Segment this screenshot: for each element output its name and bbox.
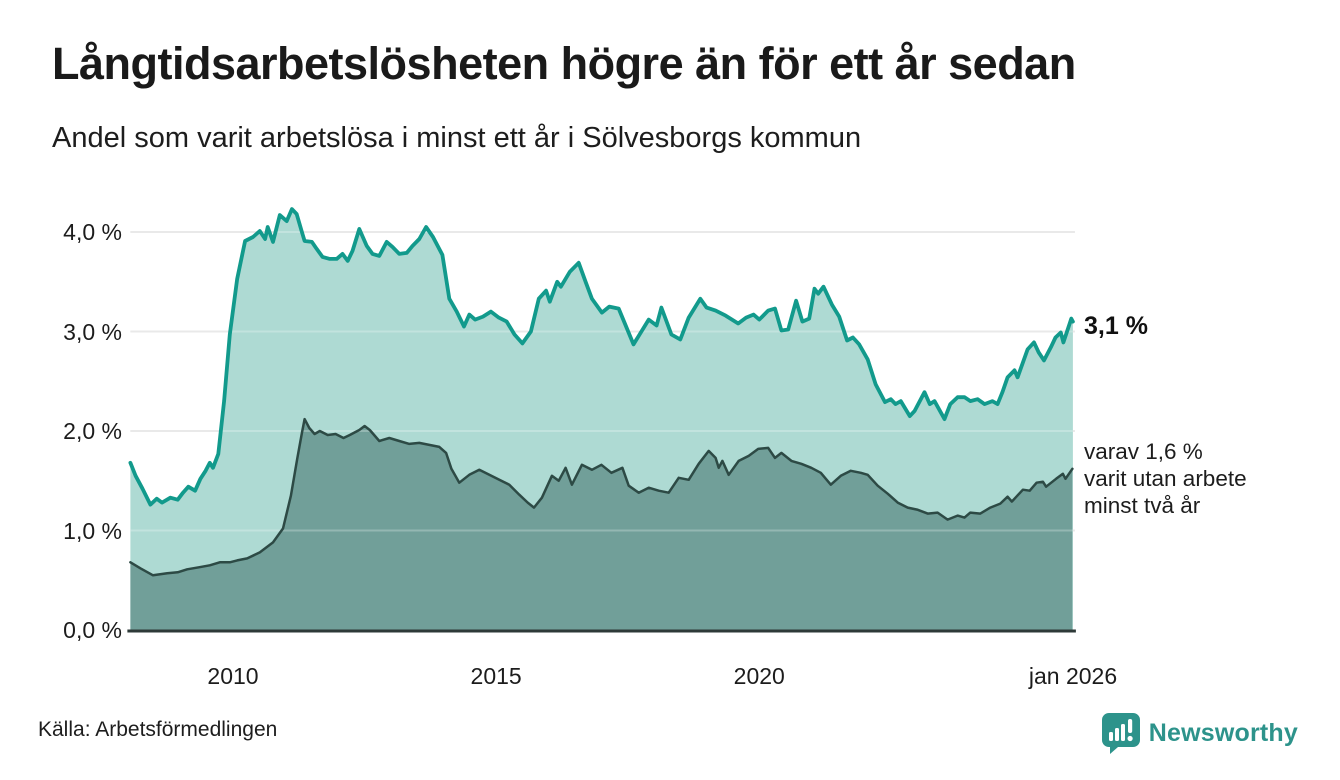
newsworthy-logo-text: Newsworthy — [1148, 718, 1298, 747]
y-tick-label: 0,0 % — [63, 617, 122, 643]
secondary-annotation-line1: varav 1,6 % — [1084, 439, 1203, 464]
x-tick-label: 2010 — [207, 663, 259, 689]
y-tick-label: 4,0 % — [63, 219, 122, 245]
page-subtitle: Andel som varit arbetslösa i minst ett å… — [52, 122, 862, 154]
secondary-annotation: varav 1,6 % varit utan arbete minst två … — [1084, 438, 1247, 519]
newsworthy-logo: Newsworthy — [1101, 712, 1298, 754]
source-credit: Källa: Arbetsförmedlingen — [38, 718, 278, 741]
newsworthy-logo-icon — [1101, 713, 1140, 754]
secondary-annotation-line2: varit utan arbete — [1084, 466, 1247, 491]
line-two-years — [129, 417, 1074, 577]
y-tick-label: 1,0 % — [63, 517, 122, 544]
page-title: Långtidsarbetslösheten högre än för ett … — [52, 38, 1076, 89]
x-tick-label: 2020 — [733, 663, 785, 689]
secondary-annotation-line3: minst två år — [1084, 493, 1201, 518]
y-tick-label: 3,0 % — [63, 318, 122, 345]
line-one-year — [128, 207, 1075, 507]
x-tick-label: jan 2026 — [1028, 663, 1118, 689]
y-tick-label: 2,0 % — [63, 418, 122, 444]
x-tick-label: 2015 — [470, 663, 522, 689]
area-fill-two-years — [130, 419, 1073, 630]
latest-value-label: 3,1 % — [1084, 312, 1148, 340]
